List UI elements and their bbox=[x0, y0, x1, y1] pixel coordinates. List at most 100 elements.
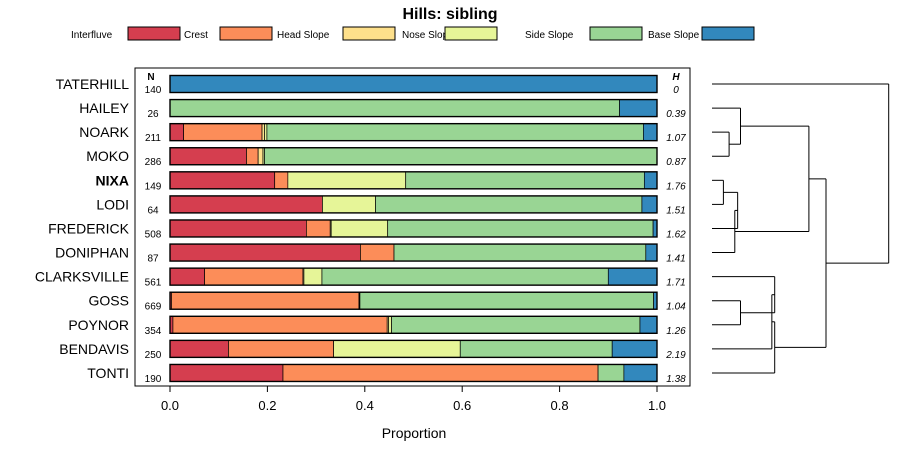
row-label: HAILEY bbox=[79, 100, 129, 116]
legend-label-head-slope: Head Slope bbox=[277, 30, 330, 41]
bar-segment-crest bbox=[204, 267, 304, 286]
legend-label-crest: Crest bbox=[184, 30, 208, 41]
row-h-value: 1.71 bbox=[666, 278, 685, 289]
dendrogram bbox=[712, 83, 890, 374]
legend-swatch-head-slope bbox=[342, 26, 396, 41]
row-hailey: HAILEY 26 0.39 bbox=[79, 98, 686, 120]
bar-segment-interfluve bbox=[169, 340, 229, 358]
row-label: DONIPHAN bbox=[55, 245, 129, 261]
bar-segment-head-slope bbox=[257, 147, 264, 166]
row-n-value: 149 bbox=[145, 181, 162, 192]
row-lodi: LODI 64 1.51 bbox=[96, 195, 686, 216]
bar-outline bbox=[169, 315, 658, 334]
legend-label-base-slope: Base Slope bbox=[648, 30, 700, 41]
bar-segment-base-slope bbox=[169, 75, 658, 93]
row-h-value: 1.04 bbox=[666, 302, 686, 313]
row-label: MOKO bbox=[86, 148, 129, 164]
bar-segment-interfluve bbox=[169, 219, 307, 238]
row-h-value: 1.07 bbox=[666, 133, 686, 144]
bar-segment-interfluve bbox=[169, 147, 247, 166]
bar-segment-interfluve bbox=[169, 364, 284, 382]
x-tick-label: 1.0 bbox=[648, 398, 666, 413]
bar-segment-base-slope bbox=[643, 171, 658, 190]
bar-segment-interfluve bbox=[169, 171, 276, 190]
bar-segment-base-slope bbox=[619, 99, 658, 117]
row-h-value: 1.26 bbox=[666, 326, 686, 337]
x-tick-label: 0.0 bbox=[161, 398, 179, 413]
bar-outline bbox=[169, 219, 658, 238]
bar-segment-side-slope bbox=[405, 171, 645, 190]
bar-segment-head-slope bbox=[261, 123, 265, 142]
x-tick-label: 0.8 bbox=[551, 398, 569, 413]
row-n-value: 561 bbox=[145, 278, 162, 289]
bar-segment-nose-slope bbox=[287, 171, 407, 190]
bar-segment-nose-slope bbox=[388, 315, 392, 334]
row-tonti: TONTI 190 1.38 bbox=[87, 363, 686, 385]
bar-segment-side-slope bbox=[359, 291, 654, 310]
bar-segment-nose-slope bbox=[333, 340, 461, 358]
row-moko: MOKO 286 0.87 bbox=[86, 147, 686, 168]
bar-segment-base-slope bbox=[607, 267, 658, 286]
row-n-value: 87 bbox=[147, 254, 159, 265]
legend: Interfluve Crest Head Slope Nose Slope Side … bbox=[71, 26, 755, 41]
legend-swatch-base-slope bbox=[701, 26, 755, 41]
row-h-value: 2.19 bbox=[665, 350, 686, 361]
bar-outline bbox=[169, 171, 658, 190]
bar-segment-crest bbox=[282, 364, 599, 382]
row-label: TATERHILL bbox=[56, 76, 130, 92]
row-clarksville: CLARKSVILLE 561 1.71 bbox=[35, 267, 686, 289]
row-h-value: 1.41 bbox=[666, 254, 685, 265]
bar-segment-side-slope bbox=[391, 315, 641, 334]
bar-segment-side-slope bbox=[375, 195, 643, 214]
bar-segment-side-slope bbox=[266, 123, 644, 142]
bar-segment-side-slope bbox=[597, 364, 625, 382]
bar-segment-base-slope bbox=[645, 243, 658, 262]
bar-segment-crest bbox=[360, 243, 395, 262]
bar-segment-crest bbox=[306, 219, 331, 238]
row-label: LODI bbox=[96, 196, 129, 212]
row-label: NIXA bbox=[96, 172, 129, 188]
bar-outline bbox=[169, 74, 658, 94]
x-axis: 0.0 0.2 0.4 0.6 0.8 1.0 bbox=[161, 386, 666, 413]
x-tick-label: 0.4 bbox=[356, 398, 374, 413]
bar-segment-interfluve bbox=[169, 123, 184, 142]
legend-swatch-side-slope bbox=[589, 26, 643, 41]
legend-swatch-nose-slope bbox=[444, 26, 498, 41]
h-column-header: H bbox=[672, 72, 680, 83]
row-label: GOSS bbox=[89, 293, 129, 309]
bar-outline bbox=[169, 291, 658, 310]
row-h-value: 0.39 bbox=[666, 109, 686, 120]
row-h-value: 1.38 bbox=[666, 374, 686, 385]
bar-outline bbox=[169, 339, 658, 359]
row-n-value: 250 bbox=[145, 350, 162, 361]
bar-segment-side-slope bbox=[321, 267, 609, 286]
row-n-value: 26 bbox=[147, 109, 159, 120]
row-h-value: 0.87 bbox=[666, 157, 686, 168]
row-n-value: 140 bbox=[145, 85, 162, 96]
bar-outline bbox=[169, 147, 658, 166]
row-n-value: 190 bbox=[145, 374, 162, 385]
chart-rows: TATERHILL 140 0 HAILEY 26 0.39 NOARK 211 1.07 MOK… bbox=[35, 74, 686, 385]
row-bendavis: BENDAVIS 250 2.19 bbox=[59, 339, 686, 361]
bar-segment-base-slope bbox=[639, 315, 658, 334]
bar-segment-side-slope bbox=[387, 219, 654, 238]
row-goss: GOSS 669 1.04 bbox=[89, 291, 686, 313]
bar-outline bbox=[169, 98, 658, 118]
bar-segment-interfluve bbox=[169, 267, 205, 286]
legend-label-interfluve: Interfluve bbox=[71, 30, 113, 41]
plot-frame bbox=[134, 67, 691, 387]
bar-segment-crest bbox=[246, 147, 259, 166]
bar-segment-side-slope bbox=[459, 340, 613, 358]
bar-segment-crest bbox=[172, 315, 388, 334]
row-poynor: POYNOR 354 1.26 bbox=[68, 315, 686, 337]
row-noark: NOARK 211 1.07 bbox=[79, 122, 686, 144]
x-tick-label: 0.6 bbox=[453, 398, 471, 413]
legend-swatch-crest bbox=[219, 26, 273, 41]
x-tick-label: 0.2 bbox=[258, 398, 276, 413]
row-label: BENDAVIS bbox=[59, 341, 129, 357]
row-h-value: 1.76 bbox=[666, 181, 686, 192]
legend-label-nose-slope: Nose Slope bbox=[402, 30, 454, 41]
row-h-value: 1.62 bbox=[666, 229, 686, 240]
row-nixa: NIXA 149 1.76 bbox=[96, 171, 686, 192]
bar-segment-crest bbox=[183, 123, 263, 142]
